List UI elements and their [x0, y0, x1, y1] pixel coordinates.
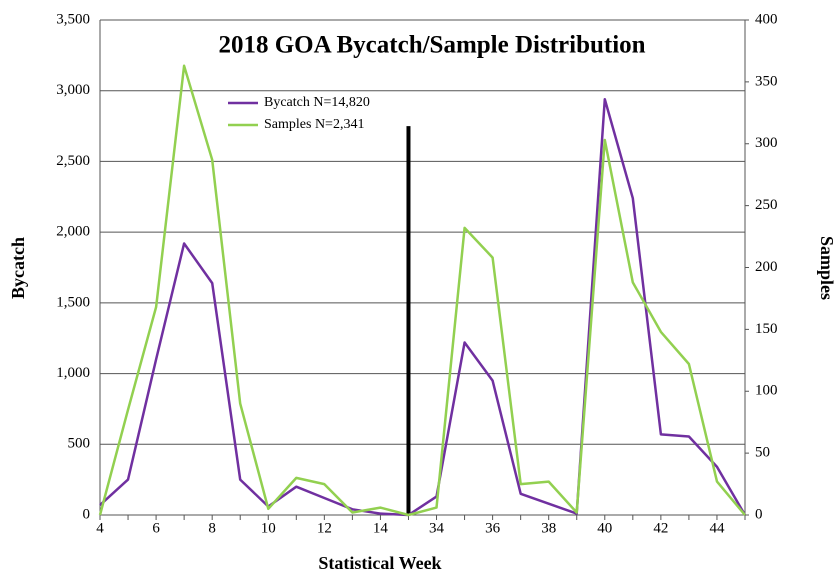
y2-tick-label: 150	[755, 321, 778, 337]
x-tick-label: 34	[429, 520, 445, 536]
x-tick-label: 38	[541, 520, 556, 536]
y-tick-label: 0	[83, 506, 91, 522]
x-axis-label: Statistical Week	[318, 553, 441, 573]
y-axis-label: Bycatch	[8, 237, 28, 299]
series-line	[99, 97, 747, 517]
x-tick-label: 12	[317, 520, 332, 536]
y-tick-label: 1,500	[56, 294, 90, 310]
y2-axis-label: Samples	[817, 236, 837, 300]
y2-tick-label: 300	[755, 135, 778, 151]
x-tick-label: 36	[485, 520, 501, 536]
x-tick-label: 14	[373, 520, 389, 536]
x-tick-label: 10	[261, 520, 276, 536]
chart-title: 2018 GOA Bycatch/Sample Distribution	[218, 32, 645, 59]
y-tick-label: 3,000	[56, 82, 90, 98]
y2-tick-label: 0	[755, 506, 763, 522]
legend-label: Samples N=2,341	[264, 117, 364, 132]
y-tick-label: 3,500	[56, 11, 90, 27]
y2-tick-label: 50	[755, 445, 770, 461]
y-tick-label: 2,000	[56, 224, 90, 240]
x-tick-label: 4	[96, 520, 104, 536]
y-tick-label: 1,000	[56, 365, 90, 381]
x-tick-label: 6	[152, 520, 160, 536]
y2-tick-label: 400	[755, 11, 778, 27]
legend-label: Bycatch N=14,820	[264, 95, 370, 110]
y2-tick-label: 250	[755, 197, 778, 213]
y-tick-label: 500	[68, 436, 91, 452]
y2-tick-label: 200	[755, 259, 778, 275]
series-line	[98, 64, 746, 517]
y-tick-label: 2,500	[56, 153, 90, 169]
x-tick-label: 8	[208, 520, 216, 536]
x-tick-label: 40	[597, 520, 612, 536]
y2-tick-label: 100	[755, 383, 778, 399]
x-tick-label: 44	[709, 520, 725, 536]
y2-tick-label: 350	[755, 73, 778, 89]
x-tick-label: 42	[653, 520, 668, 536]
